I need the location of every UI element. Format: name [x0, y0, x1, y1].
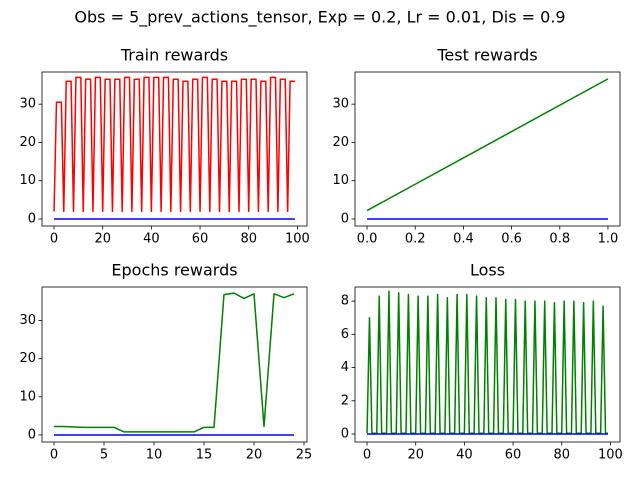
axes-frame: [41, 71, 308, 227]
x-tick-label: 10: [146, 448, 163, 463]
x-tick-label: 0: [50, 232, 58, 247]
figure-title: Obs = 5_prev_actions_tensor, Exp = 0.2, …: [74, 8, 565, 28]
x-tick-label: 100: [598, 448, 623, 463]
y-tick-label: 4: [341, 360, 349, 375]
y-tick-label: 30: [332, 97, 349, 112]
y-tick-label: 30: [19, 313, 36, 328]
x-tick-label: 80: [553, 448, 570, 463]
x-tick-label: 0.2: [405, 232, 426, 247]
x-tick-label: 80: [240, 232, 257, 247]
y-tick-label: 20: [19, 135, 36, 150]
y-tick-label: 10: [19, 173, 36, 188]
x-tick-label: 0: [363, 448, 371, 463]
subplot-title: Test rewards: [436, 46, 537, 65]
axes-frame: [41, 286, 308, 443]
series-line: [53, 76, 295, 213]
series-line: [54, 292, 295, 433]
x-tick-label: 25: [296, 448, 313, 463]
x-tick-label: 100: [285, 232, 310, 247]
y-tick-label: 20: [19, 351, 36, 366]
y-tick-label: 10: [332, 173, 349, 188]
x-tick-label: 20: [94, 232, 111, 247]
subplot-title: Train rewards: [120, 46, 228, 65]
y-tick-label: 0: [341, 427, 349, 442]
y-tick-label: 8: [341, 294, 349, 309]
y-tick-label: 6: [341, 327, 349, 342]
subplot-title: Epochs rewards: [111, 261, 237, 280]
y-tick-label: 2: [341, 393, 349, 408]
axes-frame: [354, 71, 621, 227]
x-tick-label: 40: [143, 232, 160, 247]
x-tick-label: 5: [100, 448, 108, 463]
x-tick-label: 0.6: [501, 232, 522, 247]
x-tick-label: 0.4: [453, 232, 474, 247]
x-tick-label: 0.8: [549, 232, 570, 247]
x-tick-label: 20: [407, 448, 424, 463]
x-tick-label: 15: [196, 448, 213, 463]
y-tick-label: 0: [28, 427, 36, 442]
x-tick-label: 60: [505, 448, 522, 463]
x-tick-label: 0: [50, 448, 58, 463]
y-tick-label: 30: [19, 97, 36, 112]
x-tick-label: 20: [246, 448, 263, 463]
subplot-title: Loss: [470, 261, 505, 280]
y-tick-label: 0: [28, 211, 36, 226]
x-tick-label: 0.0: [357, 232, 378, 247]
series-line: [366, 290, 608, 434]
y-tick-label: 20: [332, 135, 349, 150]
x-tick-label: 40: [456, 448, 473, 463]
axes-frame: [354, 286, 621, 443]
x-tick-label: 60: [192, 232, 209, 247]
y-tick-label: 10: [19, 389, 36, 404]
y-tick-label: 0: [341, 211, 349, 226]
x-tick-label: 1.0: [598, 232, 619, 247]
series-line: [366, 78, 609, 212]
